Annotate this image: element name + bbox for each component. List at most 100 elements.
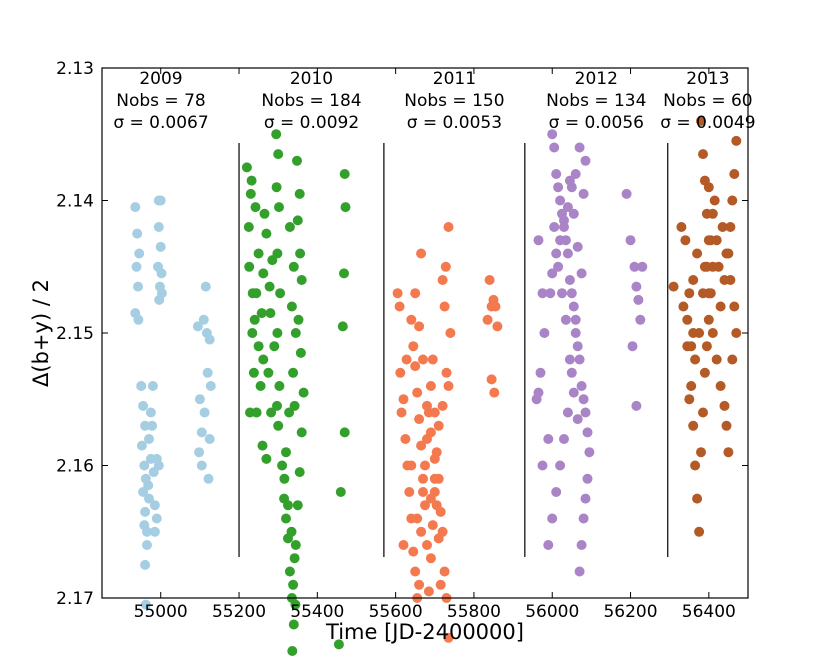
data-point-2010 <box>271 182 282 193</box>
data-point-2011 <box>416 526 427 537</box>
y-tick-label: 2.17 <box>56 589 94 609</box>
data-point-2012 <box>631 281 642 292</box>
data-point-2009 <box>204 434 215 444</box>
data-point-2009 <box>130 202 141 213</box>
data-point-2010 <box>339 427 350 438</box>
data-point-2011 <box>404 487 415 497</box>
data-point-2011 <box>400 434 411 444</box>
data-point-2010 <box>287 646 298 656</box>
data-point-2012 <box>570 169 581 179</box>
data-point-2009 <box>134 248 145 259</box>
data-point-2010 <box>263 367 274 378</box>
season-sigma-label: σ = 0.0056 <box>549 113 644 133</box>
data-point-2009 <box>144 434 154 444</box>
data-point-2012 <box>627 341 638 352</box>
x-tick-label: 55000 <box>134 602 188 622</box>
data-point-2013 <box>707 328 718 338</box>
plot-area <box>102 68 748 598</box>
data-point-2010 <box>284 407 295 418</box>
data-point-2010 <box>245 407 255 418</box>
data-point-2011 <box>418 487 428 497</box>
data-point-2013 <box>698 288 708 299</box>
data-point-2010 <box>255 381 266 391</box>
data-point-2010 <box>281 513 291 524</box>
data-point-2011 <box>418 473 428 484</box>
x-tick-label: 55600 <box>369 602 423 622</box>
data-point-2009 <box>147 420 158 431</box>
data-point-2013 <box>686 381 697 391</box>
season-sigma-label: σ = 0.0092 <box>264 113 359 133</box>
data-point-2013 <box>707 208 718 219</box>
data-point-2012 <box>631 400 642 411</box>
data-point-2010 <box>339 268 349 279</box>
data-point-2012 <box>564 275 575 285</box>
data-point-2012 <box>576 540 587 550</box>
season-nobs-label: Nobs = 134 <box>546 91 646 111</box>
data-point-2009 <box>131 261 142 272</box>
x-tick-label: 56200 <box>603 602 657 622</box>
data-point-2011 <box>445 328 456 338</box>
data-point-2013 <box>725 275 736 285</box>
data-point-2010 <box>266 407 277 418</box>
data-point-2009 <box>200 281 211 292</box>
data-point-2009 <box>140 599 151 610</box>
data-point-2013 <box>719 400 730 411</box>
data-point-2012 <box>584 447 595 458</box>
data-point-2012 <box>568 301 579 312</box>
data-point-2010 <box>272 328 283 338</box>
data-point-2012 <box>629 261 640 272</box>
season-year-label: 2013 <box>686 69 729 89</box>
data-point-2009 <box>194 394 205 405</box>
data-point-2009 <box>144 493 154 504</box>
data-point-2013 <box>699 367 710 378</box>
data-point-2009 <box>149 526 160 537</box>
data-point-2012 <box>578 513 589 524</box>
data-point-2012 <box>570 328 581 338</box>
data-point-2012 <box>568 387 579 398</box>
data-point-2011 <box>484 275 495 285</box>
data-point-2010 <box>269 341 280 352</box>
data-point-2013 <box>692 248 703 259</box>
data-point-2011 <box>392 288 403 299</box>
data-point-2009 <box>196 427 207 438</box>
data-point-2011 <box>425 427 436 438</box>
data-point-2013 <box>731 328 742 338</box>
x-tick-label: 55800 <box>447 602 501 622</box>
data-point-2010 <box>256 308 267 319</box>
data-point-2010 <box>274 202 284 213</box>
data-point-2009 <box>142 540 152 550</box>
data-point-2013 <box>698 407 708 418</box>
data-point-2013 <box>709 195 720 206</box>
data-point-2009 <box>145 407 156 418</box>
data-point-2012 <box>621 188 632 199</box>
data-point-2013 <box>715 301 726 312</box>
data-point-2013 <box>688 328 699 338</box>
data-point-2012 <box>555 235 566 246</box>
data-point-2013 <box>682 314 693 325</box>
data-point-2012 <box>582 427 593 438</box>
data-point-2010 <box>271 129 282 140</box>
data-point-2010 <box>265 308 276 319</box>
data-point-2013 <box>698 149 708 160</box>
data-point-2012 <box>633 294 644 305</box>
data-point-2010 <box>292 155 302 166</box>
data-point-2009 <box>136 381 147 391</box>
data-point-2009 <box>139 460 150 471</box>
data-point-2011 <box>420 460 430 471</box>
data-point-2012 <box>533 235 544 246</box>
data-point-2013 <box>729 301 740 312</box>
data-point-2012 <box>578 394 589 405</box>
data-point-2010 <box>273 420 284 431</box>
data-point-2010 <box>289 553 300 564</box>
data-point-2013 <box>686 341 697 352</box>
data-point-2009 <box>202 367 213 378</box>
data-point-2012 <box>547 513 558 524</box>
data-point-2011 <box>482 314 493 325</box>
data-point-2012 <box>551 169 562 179</box>
data-point-2010 <box>258 268 269 279</box>
y-tick-label: 2.16 <box>56 457 94 477</box>
data-point-2012 <box>576 381 587 391</box>
data-point-2010 <box>286 526 297 537</box>
x-tick-label: 55400 <box>290 602 344 622</box>
data-point-2012 <box>568 208 579 219</box>
